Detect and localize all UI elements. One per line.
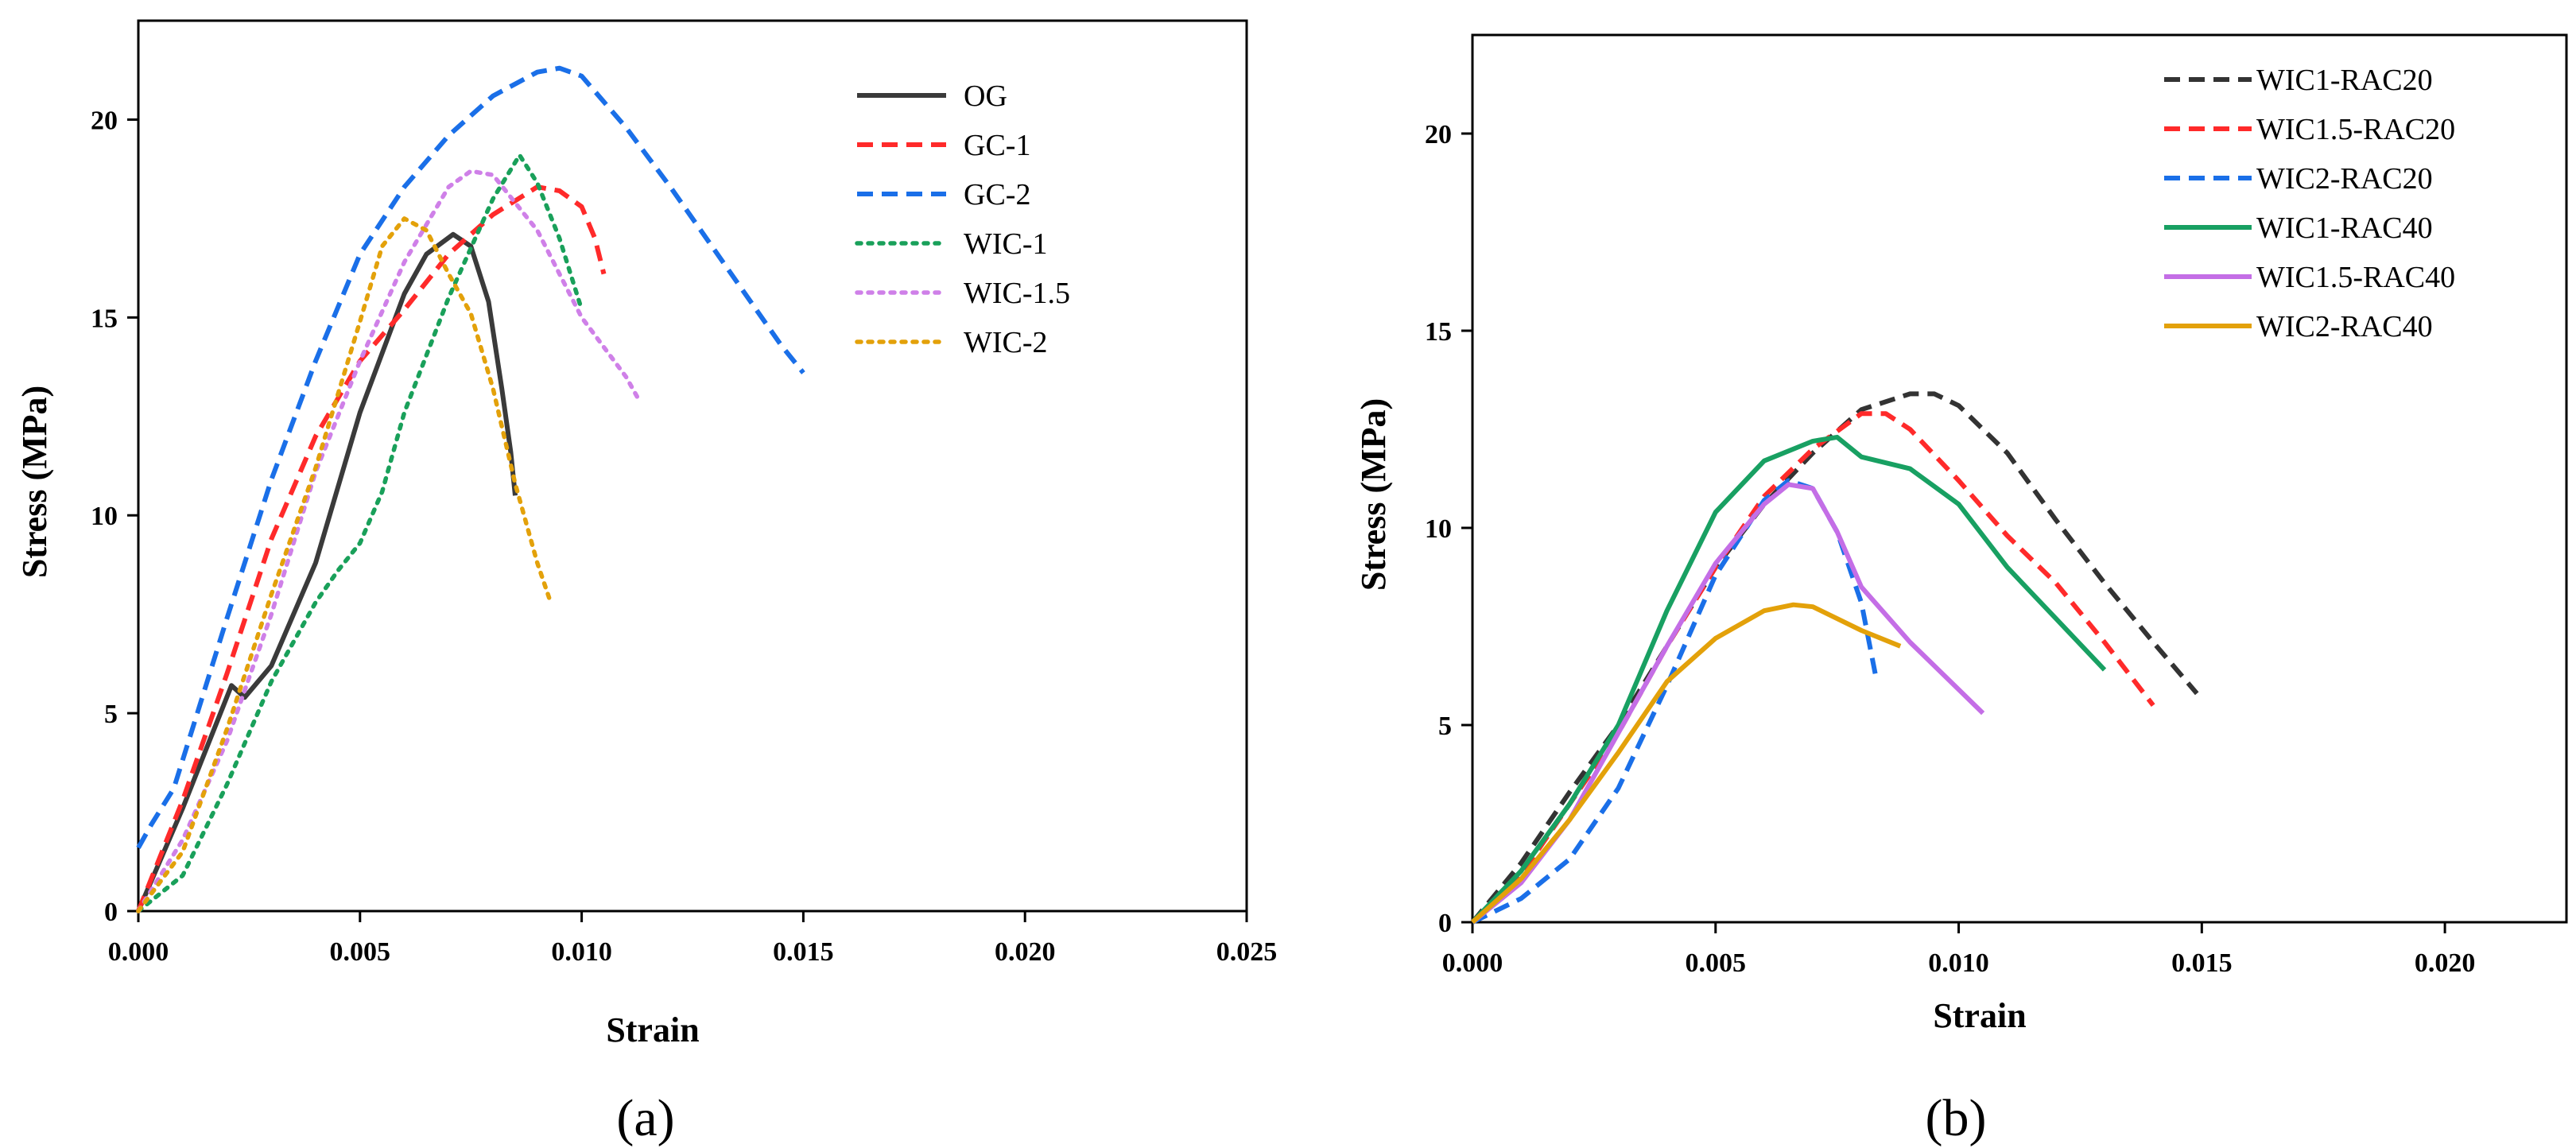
x-tick-label: 0.000 [1442,948,1503,978]
legend-label: OG [964,80,1007,113]
y-tick-label: 10 [1425,514,1452,544]
legend-label: WIC1.5-RAC20 [2256,113,2455,146]
panel-label: (a) [616,1089,674,1147]
legend: WIC1-RAC20 WIC1.5-RAC20 WIC2-RAC20 WIC1-RAC… [2164,64,2455,343]
legend-label: WIC-2 [964,326,1048,359]
y-tick-label: 5 [1438,712,1452,741]
panel-label: (b) [1926,1089,1987,1147]
y-tick-label: 15 [91,304,118,333]
x-axis-label: Strain [1933,996,2026,1035]
plot-frame [137,19,1248,913]
x-tick-label: 0.020 [995,937,1056,967]
series-line-wic1-5-rac40 [1471,482,1985,925]
series-line-wic-1-5 [136,169,642,913]
x-tick-label: 0.010 [1928,948,1989,978]
y-tick-label: 15 [1425,317,1452,347]
legend-label: GC-1 [964,129,1030,162]
series-line-wic-1 [136,153,584,913]
x-tick-label: 0.015 [2171,948,2233,978]
x-tick-label: 0.005 [330,937,391,967]
y-tick-label: 0 [104,898,118,927]
y-tick-label: 0 [1438,909,1452,938]
legend-label: WIC2-RAC20 [2256,162,2433,196]
legend-label: WIC-1 [964,227,1048,261]
legend: OG GC-1 GC-2 WIC-1 WIC-1.5 WIC-2 [855,80,1070,359]
plot-frame [1471,33,2568,924]
chart-panel-b: 0.000 0.005 0.010 0.015 0.020 0 5 10 15 20 Strain S… [1354,33,2568,1147]
legend-label: WIC-1.5 [964,277,1070,310]
x-tick-label: 0.000 [108,937,169,967]
legend-label: GC-2 [964,178,1030,211]
legend-label: WIC1-RAC20 [2256,64,2433,97]
x-tick-label: 0.005 [1686,948,1747,978]
x-tick-label: 0.020 [2415,948,2476,978]
y-tick-label: 20 [1425,120,1452,149]
y-axis-label: Stress (MPa) [1354,398,1393,591]
series-line-wic2-rac40 [1471,602,1902,925]
chart-panel-a: 0.000 0.005 0.010 0.015 0.020 0.025 0 5 10 15 20 St… [15,19,1278,1147]
legend-label: WIC2-RAC40 [2256,310,2433,343]
series-line-og [136,231,518,913]
series-line-wic-2 [136,216,553,913]
legend-label: WIC1-RAC40 [2256,211,2433,245]
x-axis-label: Strain [606,1010,699,1049]
x-tick-label: 0.010 [551,937,612,967]
legend-label: WIC1.5-RAC40 [2256,261,2455,294]
y-tick-label: 20 [91,106,118,135]
y-tick-label: 10 [91,502,118,531]
series-line-gc-2 [136,65,805,849]
x-tick-label: 0.025 [1216,937,1278,967]
series-line-wic1-rac20 [1470,391,2199,924]
series-line-wic1-5-rac20 [1470,411,2155,925]
y-axis-label: Stress (MPa) [15,386,54,578]
y-tick-label: 5 [104,700,118,729]
x-tick-label: 0.015 [773,937,834,967]
series-line-gc-1 [136,184,607,913]
series-line-wic1-rac40 [1470,434,2107,925]
